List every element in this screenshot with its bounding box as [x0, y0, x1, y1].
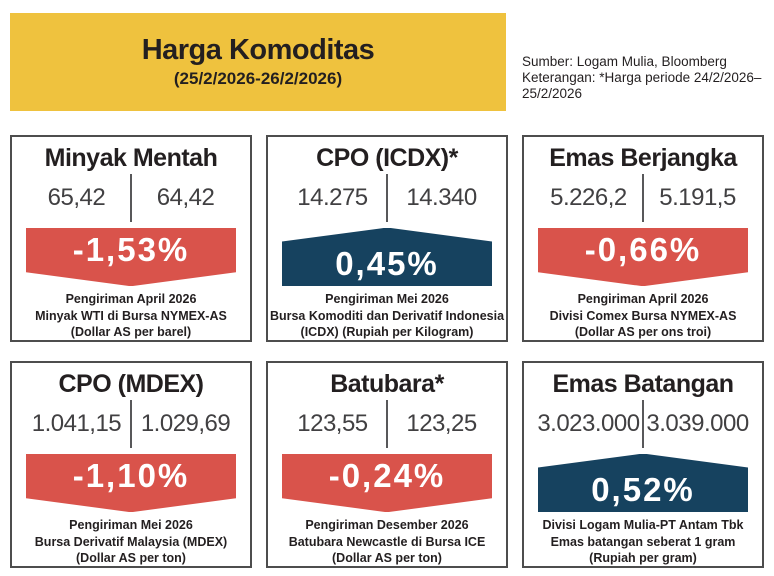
price-day1: 14.275 [297, 184, 368, 212]
change-banner: 0,45% [282, 227, 492, 287]
change-banner: 0,52% [538, 453, 748, 513]
page-title: Harga Komoditas [141, 34, 375, 67]
change-banner: -0,66% [538, 228, 748, 287]
value-divider [386, 400, 388, 449]
price-day1: 5.226,2 [550, 184, 627, 212]
card-description: Pengiriman April 2026 Divisi Comex Bursa… [550, 291, 737, 340]
change-banner: -0,24% [282, 454, 492, 513]
card-description: Pengiriman Desember 2026 Batubara Newcas… [289, 517, 486, 566]
desc-line: (Dollar AS per ton) [332, 550, 442, 565]
change-percent: -0,66% [584, 230, 702, 268]
desc-line: Divisi Logam Mulia-PT Antam Tbk [542, 518, 744, 533]
card-title: Emas Berjangka [549, 144, 737, 172]
desc-line: Bursa Derivatif Malaysia (MDEX) [34, 534, 228, 549]
card-batubara: Batubara* 123,55 123,25 -0,24% Pengirima… [266, 361, 508, 568]
value-divider [642, 400, 644, 449]
desc-line: (Rupiah per gram) [589, 550, 697, 565]
source-line: Sumber: Logam Mulia, Bloomberg [522, 54, 727, 69]
card-title: Minyak Mentah [44, 144, 218, 172]
price-day2: 3.039.000 [646, 410, 749, 438]
desc-line: Pengiriman Mei 2026 [69, 518, 193, 533]
desc-line: Pengiriman April 2026 [65, 292, 197, 307]
value-divider [130, 400, 132, 449]
price-day1: 123,55 [297, 410, 368, 438]
card-description: Pengiriman April 2026 Minyak WTI di Burs… [35, 291, 227, 340]
desc-line: Divisi Comex Bursa NYMEX-AS [549, 308, 737, 323]
desc-line: (Dollar AS per ton) [76, 550, 186, 565]
card-description: Pengiriman Mei 2026 Bursa Komoditi dan D… [270, 291, 504, 340]
desc-line: Emas batangan seberat 1 gram [550, 534, 736, 549]
card-title: CPO (ICDX)* [316, 144, 458, 172]
card-title: Emas Batangan [552, 370, 734, 398]
card-cpo-icdx: CPO (ICDX)* 14.275 14.340 0,45% Pengirim… [266, 135, 508, 342]
change-percent: -1,10% [72, 456, 190, 494]
desc-line: Batubara Newcastle di Bursa ICE [288, 534, 486, 549]
price-day1: 65,42 [47, 184, 106, 212]
desc-line: Minyak WTI di Bursa NYMEX-AS [35, 308, 227, 323]
card-emas-batangan: Emas Batangan 3.023.000 3.039.000 0,52% … [522, 361, 764, 568]
page-date-range: (25/2/2026-26/2/2026) [173, 68, 343, 88]
card-cpo-mdex: CPO (MDEX) 1.041,15 1.029,69 -1,10% Peng… [10, 361, 252, 568]
price-values: 65,42 64,42 [12, 173, 250, 224]
card-minyak-mentah: Minyak Mentah 65,42 64,42 -1,53% Pengiri… [10, 135, 252, 342]
price-day2: 123,25 [406, 410, 477, 438]
desc-line: (ICDX) (Rupiah per Kilogram) [300, 324, 474, 339]
value-divider [642, 174, 644, 223]
price-day2: 14.340 [406, 184, 477, 212]
card-title: CPO (MDEX) [58, 370, 205, 398]
change-percent: 0,52% [591, 470, 695, 508]
price-values: 123,55 123,25 [268, 399, 506, 450]
card-description: Pengiriman Mei 2026 Bursa Derivatif Mala… [35, 517, 227, 566]
change-banner: -1,10% [26, 454, 236, 513]
desc-line: (Dollar AS per ons troi) [574, 324, 712, 339]
header-banner: Harga Komoditas (25/2/2026-26/2/2026) [10, 13, 506, 111]
desc-line: Pengiriman Mei 2026 [325, 292, 449, 307]
price-values: 1.041,15 1.029,69 [12, 399, 250, 450]
price-values: 14.275 14.340 [268, 173, 506, 224]
desc-line: Pengiriman April 2026 [577, 292, 709, 307]
value-divider [386, 174, 388, 223]
desc-line: Pengiriman Desember 2026 [305, 518, 469, 533]
desc-line: Bursa Komoditi dan Derivatif Indonesia [269, 308, 505, 323]
source-note: Sumber: Logam Mulia, Bloomberg Keteranga… [522, 54, 768, 102]
price-day2: 1.029,69 [140, 410, 231, 438]
desc-line: (Dollar AS per barel) [70, 324, 192, 339]
price-day2: 5.191,5 [659, 184, 736, 212]
price-day2: 64,42 [156, 184, 215, 212]
change-banner: -1,53% [26, 228, 236, 287]
card-title: Batubara* [330, 370, 444, 398]
price-day1: 3.023.000 [537, 410, 640, 438]
price-day1: 1.041,15 [31, 410, 122, 438]
footnote-line: Keterangan: *Harga periode 24/2/2026–25/… [522, 69, 762, 101]
change-percent: -0,24% [328, 456, 446, 494]
commodity-grid: Minyak Mentah 65,42 64,42 -1,53% Pengiri… [10, 135, 764, 568]
change-percent: 0,45% [335, 244, 439, 282]
price-values: 3.023.000 3.039.000 [524, 399, 762, 450]
card-emas-berjangka: Emas Berjangka 5.226,2 5.191,5 -0,66% Pe… [522, 135, 764, 342]
card-description: Divisi Logam Mulia-PT Antam Tbk Emas bat… [543, 517, 744, 566]
change-percent: -1,53% [72, 230, 190, 268]
value-divider [130, 174, 132, 223]
price-values: 5.226,2 5.191,5 [524, 173, 762, 224]
